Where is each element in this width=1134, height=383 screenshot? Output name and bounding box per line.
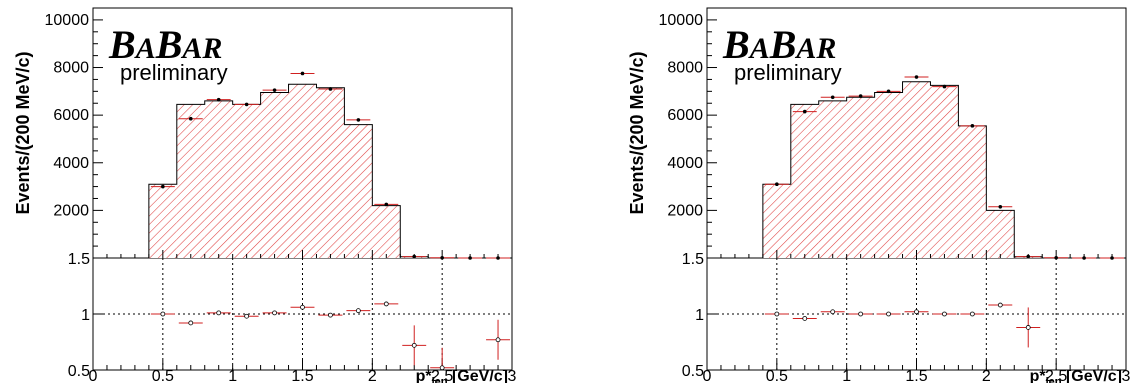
x-tick-label: 0	[703, 368, 712, 383]
y-axis-label: Events/(200 MeV/c)	[13, 51, 33, 214]
ratio-point	[858, 311, 864, 317]
ratio-y-tick-label: 0.5	[682, 363, 704, 380]
ratio-point	[914, 309, 919, 315]
y-tick-label: 4000	[53, 155, 89, 172]
ratio-point	[328, 312, 333, 318]
ratio-point	[216, 310, 222, 316]
data-point	[356, 118, 361, 122]
x-tick-label: 1.5	[905, 368, 927, 383]
histogram-bar	[790, 104, 819, 258]
ratio-point	[495, 337, 501, 343]
ratio-y-tick-label: 0.5	[68, 363, 90, 380]
ratio-point	[300, 304, 305, 310]
data-point	[216, 97, 221, 102]
y-tick-label: 2000	[667, 202, 703, 219]
ratio-point	[830, 309, 836, 315]
histogram-bar	[260, 92, 289, 259]
x-tick-label: 0.5	[152, 368, 174, 383]
ratio-y-tick-label: 1	[695, 307, 704, 324]
histogram-bar	[232, 104, 261, 258]
x-tick-label: 0.5	[766, 368, 788, 383]
histogram-bar	[148, 184, 177, 258]
x-tick-label: 0	[89, 368, 98, 383]
ratio-point	[383, 301, 389, 307]
data-point	[858, 94, 863, 98]
ratio-point	[439, 365, 445, 371]
histogram-bar	[204, 100, 233, 258]
ratio-y-tick-label: 1	[81, 307, 90, 324]
histogram-bar	[288, 84, 317, 258]
x-tick-label: 3	[508, 368, 517, 383]
histogram-bar	[958, 125, 987, 258]
ratio-point	[942, 311, 947, 317]
x-tick-label: 2	[368, 368, 377, 383]
histogram-bar	[372, 205, 401, 258]
data-point	[244, 102, 249, 107]
data-point	[188, 116, 193, 121]
x-axis-label: p*lep [GeV/c]	[416, 368, 508, 383]
histogram-bar	[344, 124, 373, 259]
y-tick-label: 8000	[667, 60, 703, 77]
data-point	[161, 184, 165, 189]
ratio-point	[272, 310, 277, 316]
ratio-y-tick-label: 1.5	[682, 251, 704, 268]
y-tick-label: 6000	[667, 107, 703, 124]
x-tick-label: 3	[1122, 368, 1131, 383]
ratio-point	[411, 342, 417, 348]
data-point	[830, 95, 835, 100]
data-point	[942, 84, 947, 89]
y-tick-label: 6000	[53, 107, 89, 124]
y-tick-label: 10000	[45, 12, 90, 29]
histogram-bar	[902, 81, 931, 258]
y-tick-label: 8000	[53, 60, 89, 77]
data-point	[775, 182, 779, 186]
data-point	[272, 88, 277, 92]
ratio-y-tick-label: 1.5	[68, 251, 90, 268]
data-point	[802, 109, 807, 114]
x-tick-label: 1	[228, 368, 237, 383]
preliminary-label: preliminary	[120, 60, 228, 85]
ratio-point	[1025, 325, 1031, 330]
x-tick-label: 1.5	[291, 368, 313, 383]
histogram-bar	[930, 85, 959, 258]
ratio-point	[774, 311, 780, 317]
babar-logo: BABAR	[722, 22, 836, 67]
ratio-point	[997, 302, 1003, 308]
y-tick-label: 2000	[53, 202, 89, 219]
data-point	[914, 75, 919, 79]
data-point	[300, 71, 305, 76]
histogram-bar	[846, 97, 875, 259]
x-tick-label: 1	[842, 368, 851, 383]
ratio-point	[355, 308, 361, 314]
histogram-bar	[874, 92, 903, 259]
histogram-bar	[818, 100, 847, 258]
y-tick-label: 10000	[659, 12, 704, 29]
x-tick-label: 2.5	[1045, 368, 1067, 383]
ratio-point	[802, 316, 808, 321]
ratio-point	[969, 311, 975, 317]
babar-logo: BABAR	[108, 22, 222, 67]
preliminary-label: preliminary	[734, 60, 842, 85]
ratio-point	[188, 320, 194, 326]
data-point	[886, 89, 891, 94]
ratio-point	[886, 311, 891, 317]
histogram-bar	[986, 210, 1015, 258]
x-tick-label: 2	[982, 368, 991, 383]
x-tick-label: 2.5	[431, 368, 453, 383]
data-point	[384, 202, 389, 207]
histogram-bar	[316, 87, 345, 258]
ratio-point	[160, 311, 166, 317]
x-axis-label: p*lep [GeV/c]	[1030, 368, 1122, 383]
y-axis-label: Events/(200 MeV/c)	[627, 51, 647, 214]
ratio-point	[244, 313, 250, 319]
data-point	[970, 124, 975, 128]
y-tick-label: 4000	[667, 155, 703, 172]
data-point	[998, 205, 1003, 209]
histogram-bar	[176, 104, 205, 258]
histogram-bar	[762, 184, 791, 258]
data-point	[328, 87, 333, 91]
